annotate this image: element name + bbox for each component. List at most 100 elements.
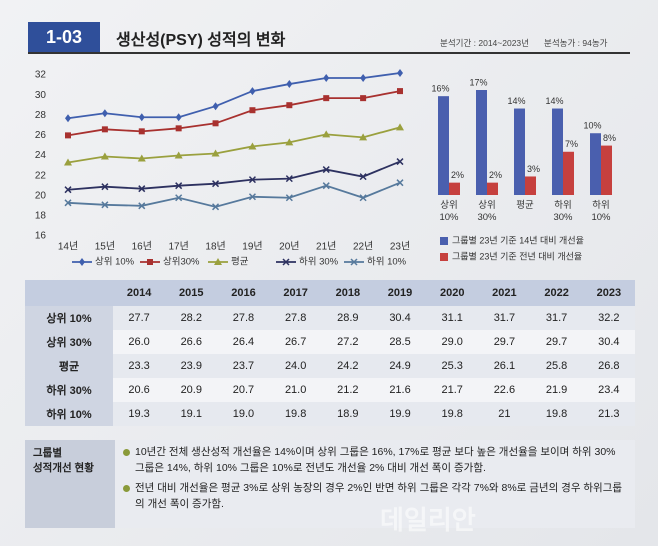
value-label: 2% — [489, 170, 502, 180]
watermark: 데일리안 — [380, 505, 476, 535]
table-cell: 31.1 — [426, 306, 479, 330]
series-line — [67, 181, 401, 208]
value-label: 2% — [451, 170, 464, 180]
x-tick-label: 23년 — [390, 241, 410, 253]
y-tick-label: 32 — [35, 70, 47, 81]
column-header: 2023 — [582, 280, 635, 306]
bar — [514, 108, 525, 195]
x-tick-label: 16년 — [132, 241, 152, 253]
y-tick-label: 28 — [35, 110, 47, 121]
bar — [552, 108, 563, 195]
point — [285, 138, 294, 146]
table-cell: 19.8 — [530, 402, 583, 426]
y-tick-label: 16 — [35, 231, 47, 242]
table-cell: 24.9 — [373, 354, 427, 378]
x-tick-label: 20년 — [279, 241, 299, 253]
row-label: 하위 30% — [25, 378, 113, 402]
point — [286, 102, 293, 109]
table-cell: 29.7 — [478, 330, 531, 354]
table-cell: 26.7 — [269, 330, 322, 354]
x-tick-label: 21년 — [316, 241, 336, 253]
point — [64, 199, 72, 207]
point — [175, 113, 182, 122]
table-cell: 31.7 — [478, 306, 531, 330]
row-label: 하위 10% — [25, 402, 113, 426]
point — [322, 166, 330, 174]
point — [138, 185, 146, 193]
table-row: 상위 10% 27.7 28.2 27.8 27.8 28.9 30.4 31.1 31.7 31… — [25, 306, 635, 330]
table-cell: 26.0 — [113, 330, 166, 354]
farms: 분석농가 : 94농가 — [544, 38, 608, 48]
x-tick-label: 하위 30% — [553, 200, 573, 223]
period: 분석기간 : 2014~2023년 — [440, 38, 529, 48]
table-cell: 19.8 — [426, 402, 479, 426]
point — [79, 258, 85, 266]
point — [322, 182, 330, 190]
value-label: 3% — [527, 164, 540, 174]
note-text: 10년간 전체 생산성적 개선율은 14%이며 상위 그룹은 16%, 17%로… — [135, 446, 616, 474]
table-cell: 24.0 — [269, 354, 322, 378]
table-cell: 21 — [478, 402, 531, 426]
row-label: 상위 30% — [25, 330, 113, 354]
x-tick-label: 17년 — [169, 241, 189, 253]
y-tick-label: 20 — [35, 190, 47, 201]
table-cell: 23.3 — [113, 354, 166, 378]
table-cell: 27.8 — [269, 306, 322, 330]
x-tick-label: 22년 — [353, 241, 373, 253]
legend-swatch — [440, 237, 448, 245]
point — [175, 182, 183, 190]
table-cell: 30.4 — [582, 330, 635, 354]
point — [174, 151, 183, 159]
point — [212, 120, 219, 127]
table-row: 평균 23.3 23.9 23.7 24.0 24.2 24.9 25.3 26.1 25.8 26… — [25, 354, 635, 378]
bar — [449, 182, 460, 195]
point — [350, 258, 358, 266]
bar — [438, 96, 449, 195]
x-tick-label: 15년 — [95, 241, 115, 253]
table-cell: 29.7 — [530, 330, 583, 354]
point — [212, 180, 220, 188]
point — [249, 107, 256, 114]
table-cell: 26.8 — [582, 354, 635, 378]
bar — [601, 145, 612, 195]
table-cell: 21.2 — [321, 378, 374, 402]
table-cell: 30.4 — [373, 306, 427, 330]
table-cell: 19.8 — [269, 402, 322, 426]
table-cell: 28.2 — [165, 306, 218, 330]
value-label: 10% — [583, 121, 601, 131]
bullet-dot — [123, 485, 130, 492]
row-label: 평균 — [25, 354, 113, 378]
value-label: 16% — [431, 84, 449, 94]
value-label: 8% — [603, 133, 616, 143]
point — [359, 194, 367, 202]
legend-label: 그룹별 23년 기준 전년 대비 개선율 — [452, 251, 582, 261]
series-line — [67, 90, 401, 137]
point — [101, 201, 109, 209]
table-row: 하위 10% 19.3 19.1 19.0 19.8 18.9 19.9 19.8 21 19.8… — [25, 402, 635, 426]
table-cell: 25.3 — [426, 354, 479, 378]
column-header: 2017 — [269, 280, 322, 306]
table-cell: 27.2 — [321, 330, 374, 354]
notes: 그룹별 성적개선 현황 10년간 전체 생산성적 개선율은 14%이며 상위 그… — [25, 440, 635, 528]
point — [64, 158, 72, 166]
table-cell: 29.0 — [426, 330, 479, 354]
column-header: 2014 — [113, 280, 166, 306]
table-cell: 26.6 — [165, 330, 218, 354]
charts: 16 18 20 22 24 26 28 30 32 14년 15년 16년 17년 18년 19년 20년 2… — [35, 68, 616, 268]
point — [101, 109, 108, 118]
note-item: 전년 대비 개선율은 평균 3%로 상위 농장의 경우 2%인 반면 하위 그룹… — [121, 480, 626, 512]
point — [397, 68, 403, 77]
page-title: 생산성(PSY) 성적의 변화 — [116, 32, 286, 49]
header-row: 2014 2015 2016 2017 2018 2019 2020 2021 2022 2023 — [25, 280, 635, 306]
series-line — [67, 160, 401, 191]
point — [65, 114, 71, 123]
column-header: 2020 — [426, 280, 479, 306]
x-tick-label: 19년 — [242, 241, 262, 253]
table-cell: 23.7 — [217, 354, 270, 378]
column-header: 2016 — [217, 280, 270, 306]
point — [100, 152, 109, 160]
point — [323, 74, 330, 83]
point — [282, 258, 290, 266]
legend-label: 평균 — [231, 257, 249, 268]
value-label: 14% — [545, 96, 563, 106]
